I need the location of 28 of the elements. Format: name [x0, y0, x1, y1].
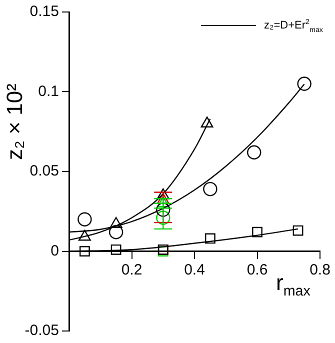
y-tick-label: -0.05: [24, 322, 59, 340]
y-tick-label: 0: [50, 242, 59, 260]
point: [156, 210, 170, 225]
x-tick-label: 0.6: [246, 261, 268, 278]
point: [78, 230, 91, 241]
point: [156, 202, 170, 217]
point: [200, 116, 214, 128]
point: [156, 188, 170, 200]
y-tick-label: 0.1: [38, 82, 59, 100]
x-tick-label: 0.2: [121, 261, 142, 278]
point: [78, 212, 92, 226]
point: [110, 244, 122, 255]
point: [108, 225, 124, 240]
point: [204, 233, 216, 244]
point: [79, 246, 90, 256]
y-tick-label: 0.15: [30, 3, 59, 20]
y-tick-label: 0.05: [30, 162, 59, 180]
point: [247, 145, 262, 160]
point: [110, 217, 122, 228]
point: [297, 76, 312, 91]
point: [203, 182, 218, 196]
y-axis-title: z₂ × 10²: [2, 84, 27, 160]
point: [292, 225, 304, 236]
point: [156, 196, 170, 208]
x-tick-label: 0.4: [184, 261, 205, 278]
x-axis-title: r$_{max}$: [276, 270, 310, 300]
x-tick-label: 0.8: [310, 261, 330, 278]
point: [252, 226, 262, 238]
